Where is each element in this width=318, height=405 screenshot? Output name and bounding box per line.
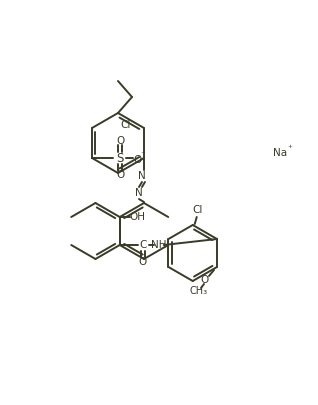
Text: O: O xyxy=(139,257,147,267)
Text: ⁺: ⁺ xyxy=(287,143,292,153)
Text: O: O xyxy=(201,275,209,285)
Text: Na: Na xyxy=(273,148,287,158)
Text: O: O xyxy=(133,155,141,165)
Text: N: N xyxy=(138,171,146,181)
Text: CH₃: CH₃ xyxy=(190,286,208,296)
Text: C: C xyxy=(139,240,146,250)
Text: O: O xyxy=(116,136,124,146)
Text: S: S xyxy=(116,151,124,164)
Text: ⁻: ⁻ xyxy=(141,151,145,160)
Text: N: N xyxy=(135,188,143,198)
Text: Cl: Cl xyxy=(121,120,131,130)
Text: Cl: Cl xyxy=(192,205,203,215)
Text: O: O xyxy=(116,170,124,180)
Text: OH: OH xyxy=(130,212,146,222)
Text: NH: NH xyxy=(151,240,167,250)
